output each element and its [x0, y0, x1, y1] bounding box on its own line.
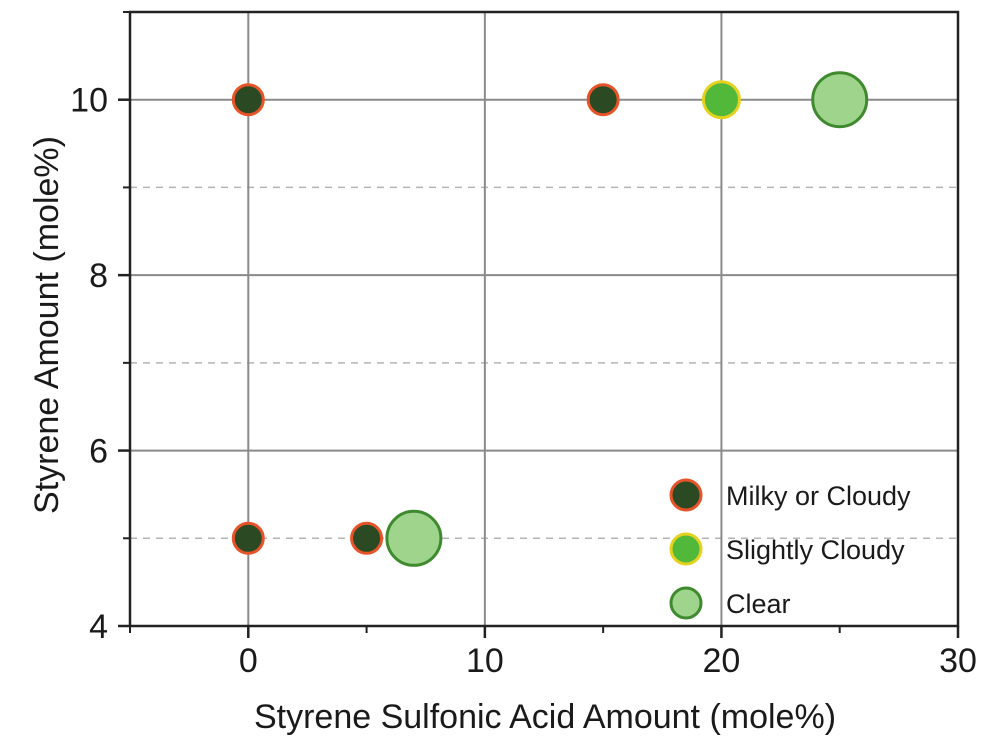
data-point: [350, 521, 384, 555]
y-tick-label: 8: [89, 257, 108, 295]
x-tick-label: 30: [939, 642, 977, 680]
legend-marker: [669, 478, 703, 512]
y-tick-label: 4: [89, 608, 108, 646]
x-tick-label: 10: [466, 642, 504, 680]
x-tick-label: 0: [239, 642, 258, 680]
y-tick-label: 6: [89, 433, 108, 471]
points-layer: [231, 71, 869, 567]
legend-marker: [669, 532, 703, 566]
legend-label: Slightly Cloudy: [726, 535, 905, 565]
legend-label: Milky or Cloudy: [726, 481, 911, 511]
ticks-layer: 0 10 20 30 4 6 8 10: [70, 11, 977, 680]
x-tick-label: 20: [703, 642, 741, 680]
data-point: [701, 80, 741, 120]
legend-label: Clear: [726, 589, 791, 619]
legend: Milky or Cloudy Slightly Cloudy Clear: [669, 478, 911, 620]
data-point: [231, 521, 265, 555]
x-axis-title: Styrene Sulfonic Acid Amount (mole%): [254, 698, 836, 736]
data-point: [586, 83, 620, 117]
data-point: [231, 83, 265, 117]
data-point: [385, 509, 443, 567]
plot-frame: [128, 10, 960, 628]
y-axis-title: Styrene Amount (mole%): [28, 136, 66, 514]
data-point: [811, 71, 869, 129]
legend-marker: [669, 586, 703, 620]
y-tick-label: 10: [70, 82, 108, 120]
